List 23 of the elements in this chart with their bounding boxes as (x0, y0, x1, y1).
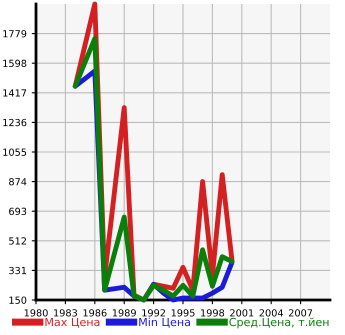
y-tick-label: 1055 (3, 148, 26, 156)
x-tick-label: 1989 (112, 309, 136, 317)
y-tick-label: 1417 (3, 89, 26, 96)
x-tick-label: 2007 (288, 309, 312, 317)
y-tick-label: 1598 (3, 60, 26, 68)
y-tick-label: 1779 (3, 30, 26, 38)
x-tick-label: 1992 (142, 309, 165, 317)
legend-label: Сред.Цена, т.йен (229, 318, 329, 328)
x-tick-label: 1980 (24, 309, 48, 317)
y-tick-label: 512 (9, 237, 26, 245)
x-tick-label: 2001 (230, 309, 254, 317)
y-tick-label: 150 (9, 296, 26, 304)
x-tick-label: 1983 (54, 309, 77, 317)
legend-label: Min Цена (139, 318, 190, 328)
x-tick-label: 1998 (201, 309, 224, 317)
y-tick-label: 874 (9, 178, 26, 186)
y-tick-label: 1236 (3, 118, 26, 126)
x-tick-label: 2004 (260, 309, 284, 317)
x-tick-label: 1986 (83, 309, 107, 317)
y-tick-label: 693 (9, 208, 26, 216)
legend-label: Max Цена (45, 318, 100, 328)
x-tick-label: 1995 (172, 309, 195, 317)
y-tick-label: 331 (9, 266, 26, 274)
